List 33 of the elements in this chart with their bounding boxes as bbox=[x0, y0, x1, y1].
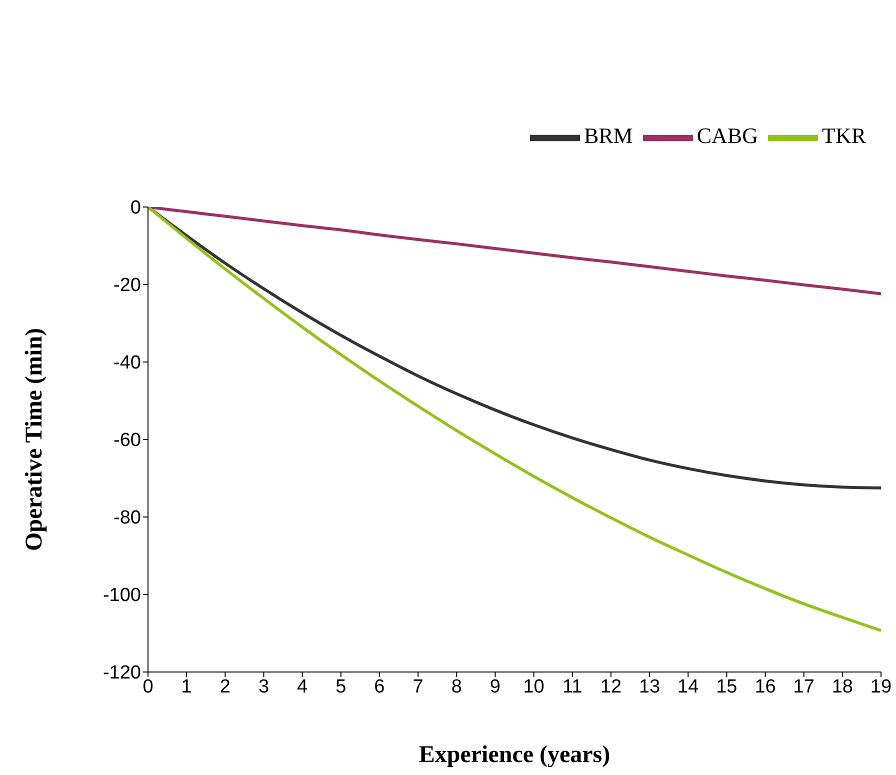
x-tick-label: 5 bbox=[336, 676, 346, 698]
x-tick-label: 4 bbox=[297, 676, 308, 698]
x-tick-label: 12 bbox=[600, 676, 622, 698]
x-tick-label: 17 bbox=[793, 676, 814, 698]
x-axis-title: Experience (years) bbox=[418, 742, 610, 768]
x-tick-label: 3 bbox=[258, 676, 270, 698]
x-tick-label: 7 bbox=[412, 676, 424, 698]
x-tick-label: 13 bbox=[638, 676, 660, 698]
y-tick-label: -80 bbox=[114, 508, 141, 529]
legend-label: BRM bbox=[584, 123, 633, 148]
y-tick-label: -40 bbox=[114, 352, 141, 374]
line-series bbox=[148, 207, 881, 296]
y-tick-label: -100 bbox=[102, 585, 141, 606]
x-tick-label: 16 bbox=[754, 676, 776, 698]
x-tick-label: 18 bbox=[832, 676, 853, 698]
x-tick-label: 10 bbox=[523, 676, 544, 698]
x-tick-label: 2 bbox=[220, 676, 230, 698]
line-series bbox=[148, 207, 881, 632]
y-tick-label: -20 bbox=[114, 275, 141, 296]
y-tick-label: -120 bbox=[102, 662, 141, 684]
x-tick-label: 1 bbox=[181, 676, 192, 698]
x-tick-label: 9 bbox=[490, 676, 500, 698]
x-tick-label: 14 bbox=[678, 676, 700, 698]
x-tick-label: 6 bbox=[374, 676, 385, 698]
legend-label: CABG bbox=[696, 123, 758, 148]
legend-label: TKR bbox=[822, 123, 866, 148]
y-tick-label: -60 bbox=[114, 430, 141, 452]
x-tick-label: 19 bbox=[870, 676, 892, 698]
x-tick-label: 15 bbox=[716, 676, 738, 698]
x-tick-label: 8 bbox=[451, 676, 462, 698]
x-tick-label: 11 bbox=[562, 676, 582, 698]
y-tick-label: 0 bbox=[130, 198, 141, 219]
y-axis-title: Operative Time (min) bbox=[22, 328, 48, 552]
